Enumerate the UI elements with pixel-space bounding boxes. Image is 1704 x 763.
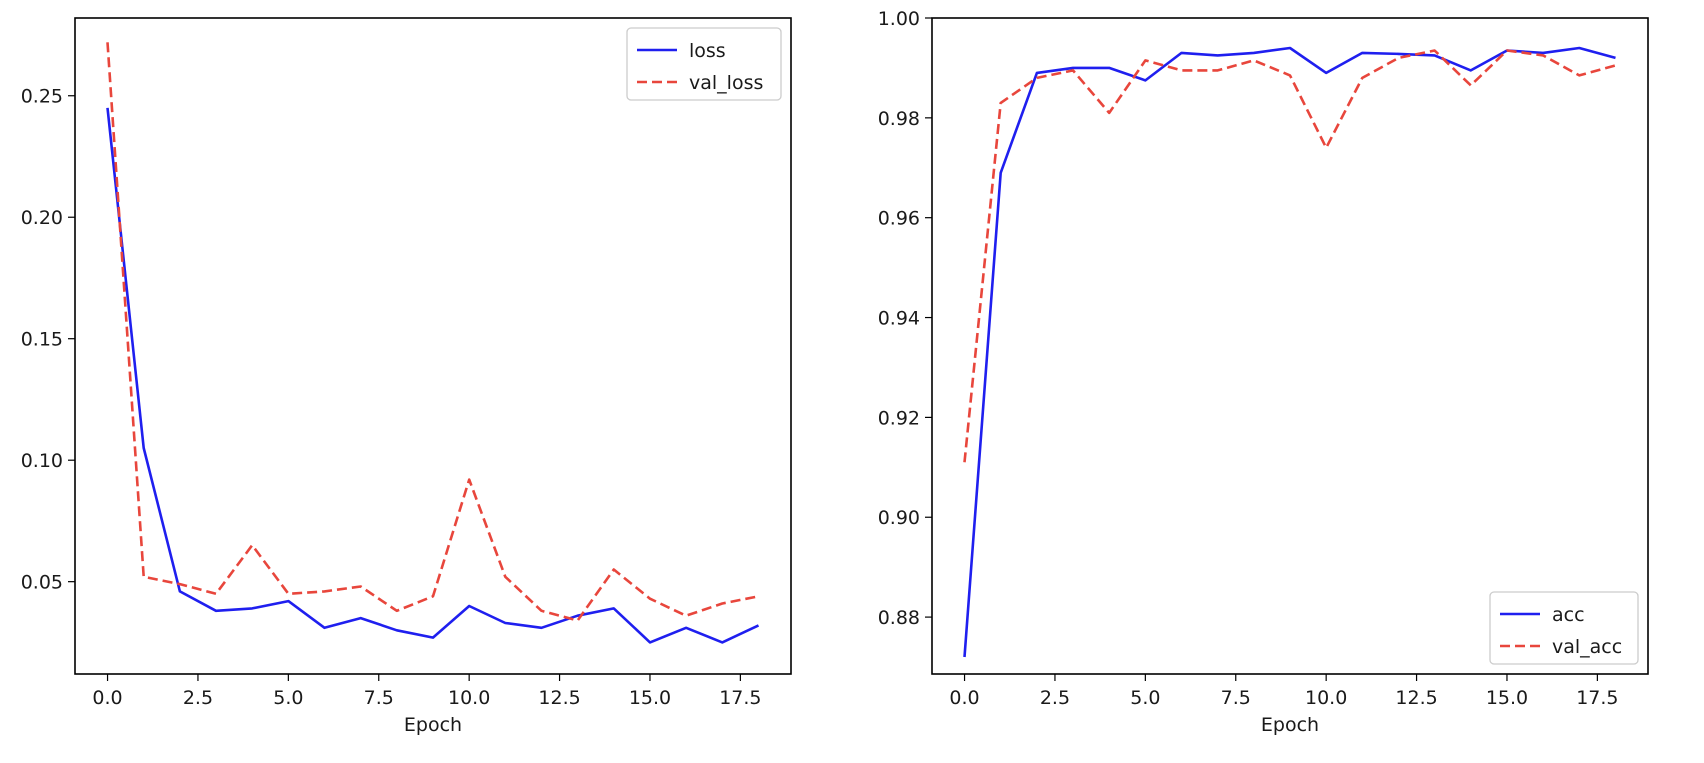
y-tick-label: 0.92 bbox=[878, 407, 920, 429]
legend-box bbox=[1489, 591, 1639, 665]
legend-label-val-loss: val_loss bbox=[689, 72, 763, 94]
y-tick-label: 0.10 bbox=[21, 450, 63, 472]
y-tick-label: 1.00 bbox=[878, 8, 920, 30]
x-axis-label: Epoch bbox=[1261, 714, 1319, 736]
series-line-acc bbox=[963, 46, 1616, 658]
y-tick-label: 0.15 bbox=[21, 329, 63, 351]
x-axis-label: Epoch bbox=[404, 714, 462, 736]
legend-label-val-acc: val_acc bbox=[1552, 636, 1622, 658]
x-tick-label: 12.5 bbox=[1395, 687, 1437, 709]
x-tick-label: 10.0 bbox=[448, 687, 490, 709]
x-tick-label: 0.0 bbox=[92, 687, 122, 709]
y-tick-label: 0.25 bbox=[21, 86, 63, 108]
x-tick-label: 12.5 bbox=[538, 687, 580, 709]
x-tick-label: 0.0 bbox=[949, 687, 979, 709]
y-tick-label: 0.90 bbox=[878, 507, 920, 529]
y-tick-label: 0.98 bbox=[878, 108, 920, 130]
y-tick-label: 0.96 bbox=[878, 208, 920, 230]
series-line-loss bbox=[106, 107, 760, 644]
y-tick-label: 0.20 bbox=[21, 207, 63, 229]
series-line-val-loss bbox=[106, 42, 759, 622]
y-tick-label: 0.94 bbox=[878, 308, 920, 330]
legend-label-acc: acc bbox=[1552, 604, 1585, 626]
y-tick-label: 0.88 bbox=[878, 607, 920, 629]
acc-legend: acc val_acc bbox=[1489, 591, 1639, 665]
loss-plot-frame bbox=[74, 17, 792, 675]
x-tick-label: 5.0 bbox=[1130, 687, 1160, 709]
loss-chart: 0.0 2.5 5.0 7.5 10.0 12.5 15.0 17.5 0.05 0.10 0.15… bbox=[21, 17, 792, 736]
legend-box bbox=[626, 27, 782, 101]
acc-plot-frame bbox=[931, 17, 1649, 675]
x-tick-label: 7.5 bbox=[1221, 687, 1251, 709]
acc-chart: 0.0 2.5 5.0 7.5 10.0 12.5 15.0 17.5 0.88 0.90 0.92… bbox=[878, 8, 1649, 736]
x-tick-label: 17.5 bbox=[719, 687, 761, 709]
x-tick-label: 2.5 bbox=[1040, 687, 1070, 709]
x-tick-label: 17.5 bbox=[1576, 687, 1618, 709]
loss-legend: loss val_loss bbox=[626, 27, 782, 101]
x-tick-label: 7.5 bbox=[364, 687, 394, 709]
x-tick-label: 15.0 bbox=[1486, 687, 1528, 709]
y-tick-label: 0.05 bbox=[21, 572, 63, 594]
x-tick-label: 10.0 bbox=[1305, 687, 1347, 709]
x-tick-label: 5.0 bbox=[273, 687, 303, 709]
legend-label-loss: loss bbox=[689, 40, 726, 62]
series-line-val-acc bbox=[963, 49, 1616, 463]
x-tick-label: 15.0 bbox=[629, 687, 671, 709]
x-tick-label: 2.5 bbox=[183, 687, 213, 709]
